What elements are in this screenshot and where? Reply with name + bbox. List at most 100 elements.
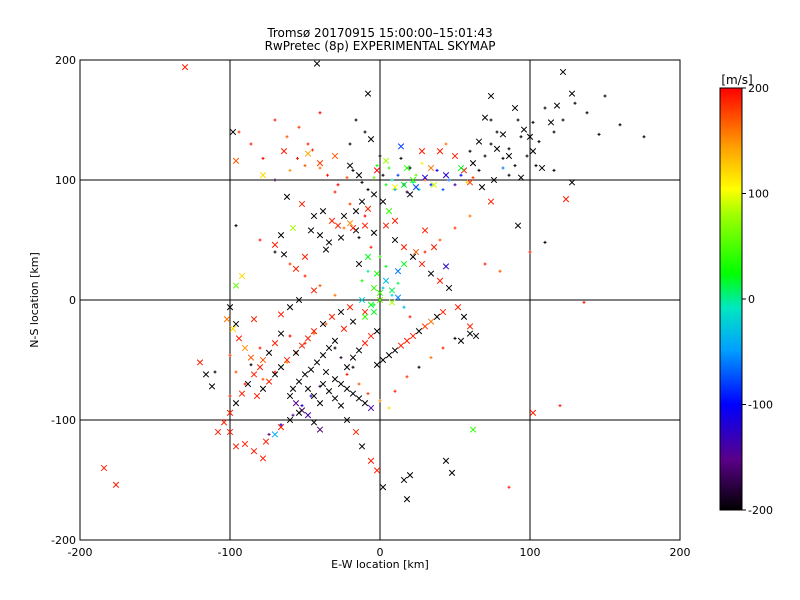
data-point-cross (421, 323, 429, 330)
data-point-cross (292, 349, 300, 356)
data-point-cross (277, 424, 285, 431)
data-point-cross (289, 385, 297, 392)
data-point-cross (229, 325, 237, 332)
data-point-cross (250, 448, 258, 455)
data-point-cross (382, 222, 390, 229)
data-point-cross (277, 311, 285, 318)
data-point-plus (444, 142, 448, 146)
data-point-plus (273, 370, 277, 374)
data-point-cross (226, 428, 234, 436)
data-point-cross (334, 222, 342, 229)
data-point-cross (370, 191, 378, 198)
data-point-cross (322, 368, 330, 376)
data-point-cross (316, 400, 324, 407)
data-point-cross (553, 102, 561, 109)
data-point-cross (271, 431, 279, 438)
data-point-cross (355, 172, 363, 179)
data-point-plus (288, 168, 292, 172)
data-point-cross (295, 378, 303, 385)
colorbar-tick-label: 0 (748, 293, 755, 306)
data-point-cross (433, 313, 441, 320)
data-point-cross (355, 260, 363, 268)
data-point-cross (412, 184, 420, 191)
data-point-plus (387, 166, 391, 170)
data-point-plus (351, 365, 355, 369)
data-point-cross (337, 402, 345, 409)
data-point-plus (465, 180, 469, 184)
data-point-cross (451, 152, 459, 160)
data-point-cross (382, 277, 390, 284)
data-point-plus (273, 250, 277, 254)
colorbar-ticks: 200 100 0 -100 -200 (742, 82, 773, 517)
data-point-cross (355, 395, 363, 402)
data-point-plus (261, 377, 265, 381)
data-points (100, 60, 646, 503)
data-point-plus (363, 130, 367, 134)
data-point-cross (253, 392, 261, 400)
data-point-cross (436, 148, 444, 155)
data-point-plus (288, 262, 292, 266)
data-point-plus (258, 238, 262, 242)
data-point-plus (552, 130, 556, 134)
data-point-cross (352, 428, 360, 436)
x-tick-label: 200 (670, 546, 691, 559)
data-point-plus (447, 178, 451, 182)
data-point-plus (423, 178, 427, 182)
y-tick-label: 100 (55, 174, 76, 187)
data-point-cross (406, 472, 414, 479)
data-point-cross (280, 148, 288, 155)
data-point-cross (271, 340, 279, 347)
data-point-plus (345, 176, 349, 180)
data-point-cross (373, 167, 381, 174)
data-point-cross (397, 342, 405, 349)
data-point-cross (238, 272, 246, 280)
data-point-cross (349, 224, 357, 232)
data-point-cross (259, 455, 267, 462)
data-point-cross (475, 138, 483, 145)
data-point-plus (369, 245, 373, 249)
data-point-cross (328, 313, 336, 320)
data-point-plus (597, 132, 601, 136)
data-point-plus (306, 142, 310, 146)
data-point-cross (361, 313, 369, 320)
data-point-cross (340, 325, 348, 332)
y-axis-label: N-S location [km] (28, 252, 41, 348)
data-point-plus (405, 375, 409, 379)
data-point-cross (478, 184, 486, 191)
data-point-cross (370, 284, 378, 292)
data-point-cross (469, 160, 477, 167)
data-point-plus (249, 142, 253, 146)
data-point-plus (351, 168, 355, 172)
data-point-plus (453, 183, 457, 187)
data-point-cross (514, 222, 522, 229)
data-point-plus (318, 166, 322, 170)
data-point-plus (273, 178, 277, 182)
data-point-cross (307, 227, 315, 234)
data-point-plus (285, 135, 289, 139)
data-point-cross (382, 157, 390, 164)
data-point-plus (390, 293, 394, 297)
data-point-cross (265, 378, 273, 385)
data-point-cross (490, 176, 498, 184)
data-point-cross (304, 412, 312, 419)
data-point-cross (526, 133, 534, 140)
data-point-cross (379, 484, 387, 491)
data-point-cross (517, 174, 525, 181)
data-point-cross (340, 212, 348, 220)
data-point-cross (373, 361, 381, 368)
data-point-plus (519, 135, 523, 139)
data-point-cross (379, 198, 387, 205)
data-point-plus (213, 370, 217, 374)
data-point-cross (442, 457, 450, 464)
data-point-cross (283, 193, 291, 200)
data-point-plus (402, 305, 406, 309)
data-point-cross (316, 232, 324, 239)
data-point-plus (345, 372, 349, 376)
data-point-cross (283, 356, 291, 364)
data-point-cross (310, 212, 318, 220)
data-point-plus (429, 356, 433, 360)
colorbar-tick-label: 100 (748, 188, 769, 201)
data-point-plus (534, 164, 538, 168)
data-point-cross (241, 344, 249, 352)
data-point-plus (603, 94, 607, 98)
